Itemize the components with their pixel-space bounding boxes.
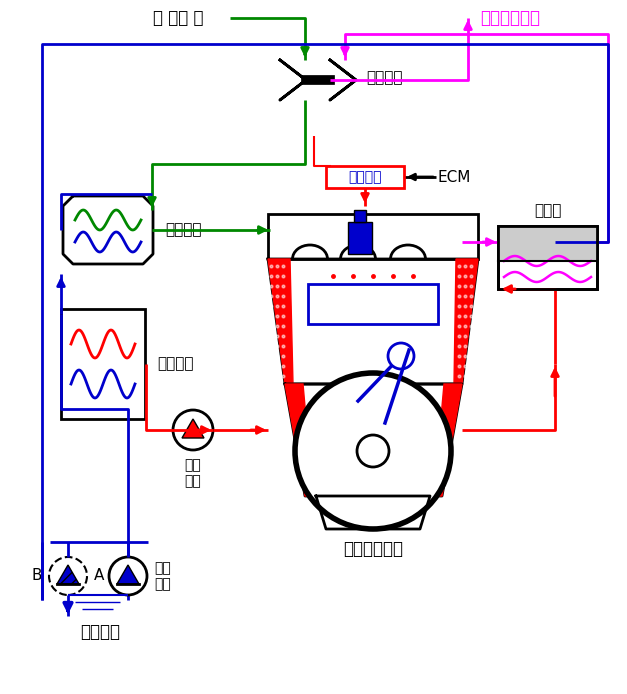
Circle shape <box>388 343 414 369</box>
Polygon shape <box>285 384 313 496</box>
Circle shape <box>357 435 389 467</box>
Bar <box>268 214 478 259</box>
Polygon shape <box>63 196 153 264</box>
Text: B: B <box>31 568 42 584</box>
Text: A: A <box>93 568 104 584</box>
Polygon shape <box>434 384 462 496</box>
Circle shape <box>109 557 147 595</box>
Text: 인터쿨러: 인터쿨러 <box>165 223 201 237</box>
Text: 〈해수〉: 〈해수〉 <box>80 623 120 641</box>
Text: ECM: ECM <box>437 169 471 185</box>
Bar <box>354 210 366 222</box>
Bar <box>326 166 404 188</box>
Text: 순환
펌프: 순환 펌프 <box>184 458 201 488</box>
Polygon shape <box>285 384 462 496</box>
Circle shape <box>173 410 213 450</box>
Bar <box>498 226 597 261</box>
Polygon shape <box>454 259 478 384</box>
Polygon shape <box>117 565 139 584</box>
Text: 해수
펌프: 해수 펌프 <box>154 561 171 591</box>
Bar <box>498 226 597 289</box>
Circle shape <box>295 373 451 529</box>
Text: 〈배기가스〉: 〈배기가스〉 <box>480 9 540 27</box>
Polygon shape <box>280 60 306 100</box>
Polygon shape <box>268 259 293 384</box>
Bar <box>61 309 145 419</box>
Text: 〈 공기 〉: 〈 공기 〉 <box>153 9 203 27</box>
Bar <box>348 222 372 254</box>
Bar <box>498 226 597 289</box>
Text: 배기관: 배기관 <box>534 203 561 219</box>
Text: 선박디젤엔진: 선박디젤엔진 <box>343 540 403 558</box>
Polygon shape <box>316 496 430 529</box>
Text: 터보차져: 터보차져 <box>366 71 403 85</box>
Polygon shape <box>57 565 79 584</box>
Polygon shape <box>330 60 356 100</box>
Polygon shape <box>182 419 204 438</box>
Bar <box>308 284 438 324</box>
Circle shape <box>49 557 87 595</box>
Text: 연료제어: 연료제어 <box>348 170 382 184</box>
Polygon shape <box>268 259 478 384</box>
Text: 열교환기: 열교환기 <box>157 357 194 371</box>
